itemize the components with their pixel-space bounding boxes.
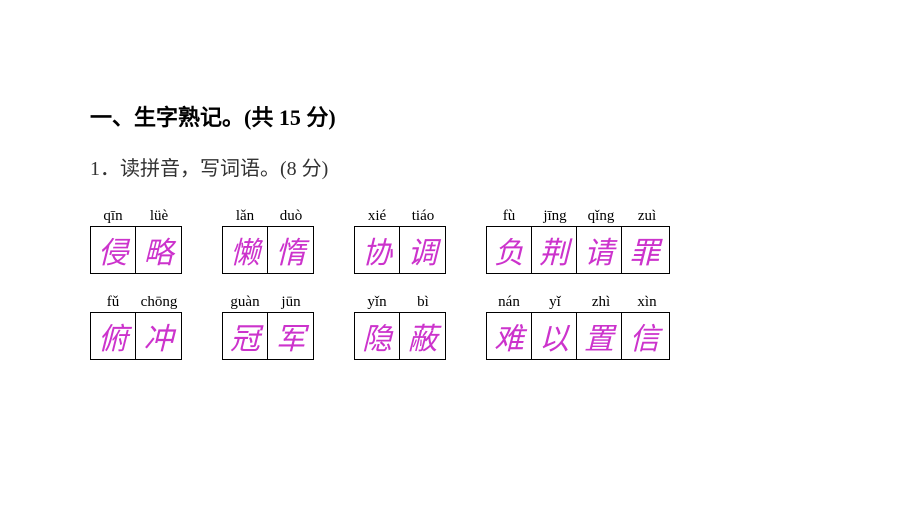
word-row: qīnlüè侵略lǎnduò懒惰xiétiáo协调fùjīngqǐngzuì负荆…	[90, 206, 830, 274]
word-group: nányǐzhìxìn难以置信	[486, 292, 670, 360]
pinyin-cell: xié	[354, 206, 400, 226]
char-cell: 蔽	[400, 313, 445, 359]
pinyin-row: qīnlüè	[90, 206, 182, 226]
word-group: xiétiáo协调	[354, 206, 446, 274]
char-cell: 隐	[355, 313, 400, 359]
char-cell: 以	[532, 313, 577, 359]
section-heading: 一、生字熟记。(共 15 分)	[90, 100, 830, 132]
word-group: yǐnbì隐蔽	[354, 292, 446, 360]
char-cell: 置	[577, 313, 622, 359]
pinyin-cell: fù	[486, 206, 532, 226]
char-box-row: 懒惰	[222, 226, 314, 274]
pinyin-cell: lüè	[136, 206, 182, 226]
pinyin-cell: bì	[400, 292, 446, 312]
char-cell: 协	[355, 227, 400, 273]
word-row: fǔchōng俯冲guànjūn冠军yǐnbì隐蔽nányǐzhìxìn难以置信	[90, 292, 830, 360]
pinyin-cell: zuì	[624, 206, 670, 226]
char-box-row: 负荆请罪	[486, 226, 670, 274]
pinyin-cell: qīn	[90, 206, 136, 226]
words-container: qīnlüè侵略lǎnduò懒惰xiétiáo协调fùjīngqǐngzuì负荆…	[90, 206, 830, 360]
char-cell: 请	[577, 227, 622, 273]
char-cell: 荆	[532, 227, 577, 273]
pinyin-row: lǎnduò	[222, 206, 314, 226]
pinyin-row: xiétiáo	[354, 206, 446, 226]
word-group: fǔchōng俯冲	[90, 292, 182, 360]
word-group: lǎnduò懒惰	[222, 206, 314, 274]
char-cell: 冠	[223, 313, 268, 359]
char-cell: 冲	[136, 313, 181, 359]
char-box-row: 冠军	[222, 312, 314, 360]
word-group: fùjīngqǐngzuì负荆请罪	[486, 206, 670, 274]
pinyin-row: fùjīngqǐngzuì	[486, 206, 670, 226]
char-box-row: 难以置信	[486, 312, 670, 360]
char-box-row: 隐蔽	[354, 312, 446, 360]
char-cell: 调	[400, 227, 445, 273]
pinyin-cell: lǎn	[222, 206, 268, 226]
char-cell: 俯	[91, 313, 136, 359]
char-box-row: 俯冲	[90, 312, 182, 360]
char-cell: 侵	[91, 227, 136, 273]
pinyin-cell: qǐng	[578, 206, 624, 226]
pinyin-cell: xìn	[624, 292, 670, 312]
pinyin-cell: zhì	[578, 292, 624, 312]
pinyin-cell: tiáo	[400, 206, 446, 226]
char-cell: 军	[268, 313, 313, 359]
char-box-row: 侵略	[90, 226, 182, 274]
pinyin-cell: jūn	[268, 292, 314, 312]
char-cell: 懒	[223, 227, 268, 273]
pinyin-cell: nán	[486, 292, 532, 312]
word-group: qīnlüè侵略	[90, 206, 182, 274]
pinyin-row: nányǐzhìxìn	[486, 292, 670, 312]
pinyin-row: yǐnbì	[354, 292, 446, 312]
char-cell: 罪	[622, 227, 667, 273]
char-cell: 惰	[268, 227, 313, 273]
pinyin-cell: yǐ	[532, 292, 578, 312]
pinyin-row: fǔchōng	[90, 292, 182, 312]
char-cell: 负	[487, 227, 532, 273]
char-cell: 信	[622, 313, 667, 359]
pinyin-row: guànjūn	[222, 292, 314, 312]
char-cell: 略	[136, 227, 181, 273]
pinyin-cell: duò	[268, 206, 314, 226]
pinyin-cell: guàn	[222, 292, 268, 312]
word-group: guànjūn冠军	[222, 292, 314, 360]
char-box-row: 协调	[354, 226, 446, 274]
pinyin-cell: jīng	[532, 206, 578, 226]
char-cell: 难	[487, 313, 532, 359]
pinyin-cell: fǔ	[90, 292, 136, 312]
pinyin-cell: chōng	[136, 292, 182, 312]
question-subheading: 1．读拼音，写词语。(8 分)	[90, 152, 830, 181]
pinyin-cell: yǐn	[354, 292, 400, 312]
